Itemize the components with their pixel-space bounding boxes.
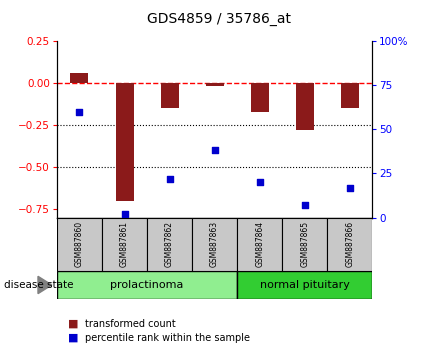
Text: GSM887866: GSM887866 xyxy=(345,221,354,267)
Bar xyxy=(147,218,192,271)
Bar xyxy=(282,218,327,271)
Text: GSM887862: GSM887862 xyxy=(165,221,174,267)
Text: normal pituitary: normal pituitary xyxy=(260,280,350,290)
Text: GSM887861: GSM887861 xyxy=(120,221,129,267)
Point xyxy=(256,179,263,185)
Point xyxy=(211,148,218,153)
Point xyxy=(121,211,128,217)
Bar xyxy=(327,218,372,271)
Point xyxy=(301,202,308,208)
Text: ■: ■ xyxy=(68,319,78,329)
Bar xyxy=(192,218,237,271)
Polygon shape xyxy=(38,276,52,294)
Text: GSM887860: GSM887860 xyxy=(75,221,84,267)
Text: disease state: disease state xyxy=(4,280,74,290)
Bar xyxy=(102,218,147,271)
Bar xyxy=(251,83,268,112)
Text: ■: ■ xyxy=(68,333,78,343)
Bar xyxy=(57,218,102,271)
Point xyxy=(166,176,173,182)
Text: percentile rank within the sample: percentile rank within the sample xyxy=(85,333,251,343)
Bar xyxy=(296,83,314,130)
Text: GSM887865: GSM887865 xyxy=(300,221,309,267)
Text: GSM887864: GSM887864 xyxy=(255,221,264,267)
Bar xyxy=(237,271,372,299)
Bar xyxy=(237,218,282,271)
Bar xyxy=(57,271,237,299)
Point xyxy=(346,185,353,190)
Point xyxy=(76,109,83,114)
Text: GDS4859 / 35786_at: GDS4859 / 35786_at xyxy=(147,12,291,27)
Text: prolactinoma: prolactinoma xyxy=(110,280,184,290)
Bar xyxy=(341,83,359,108)
Bar xyxy=(161,83,179,108)
Text: transformed count: transformed count xyxy=(85,319,176,329)
Bar xyxy=(205,83,224,86)
Bar xyxy=(71,73,88,83)
Text: GSM887863: GSM887863 xyxy=(210,221,219,267)
Bar xyxy=(116,83,134,201)
